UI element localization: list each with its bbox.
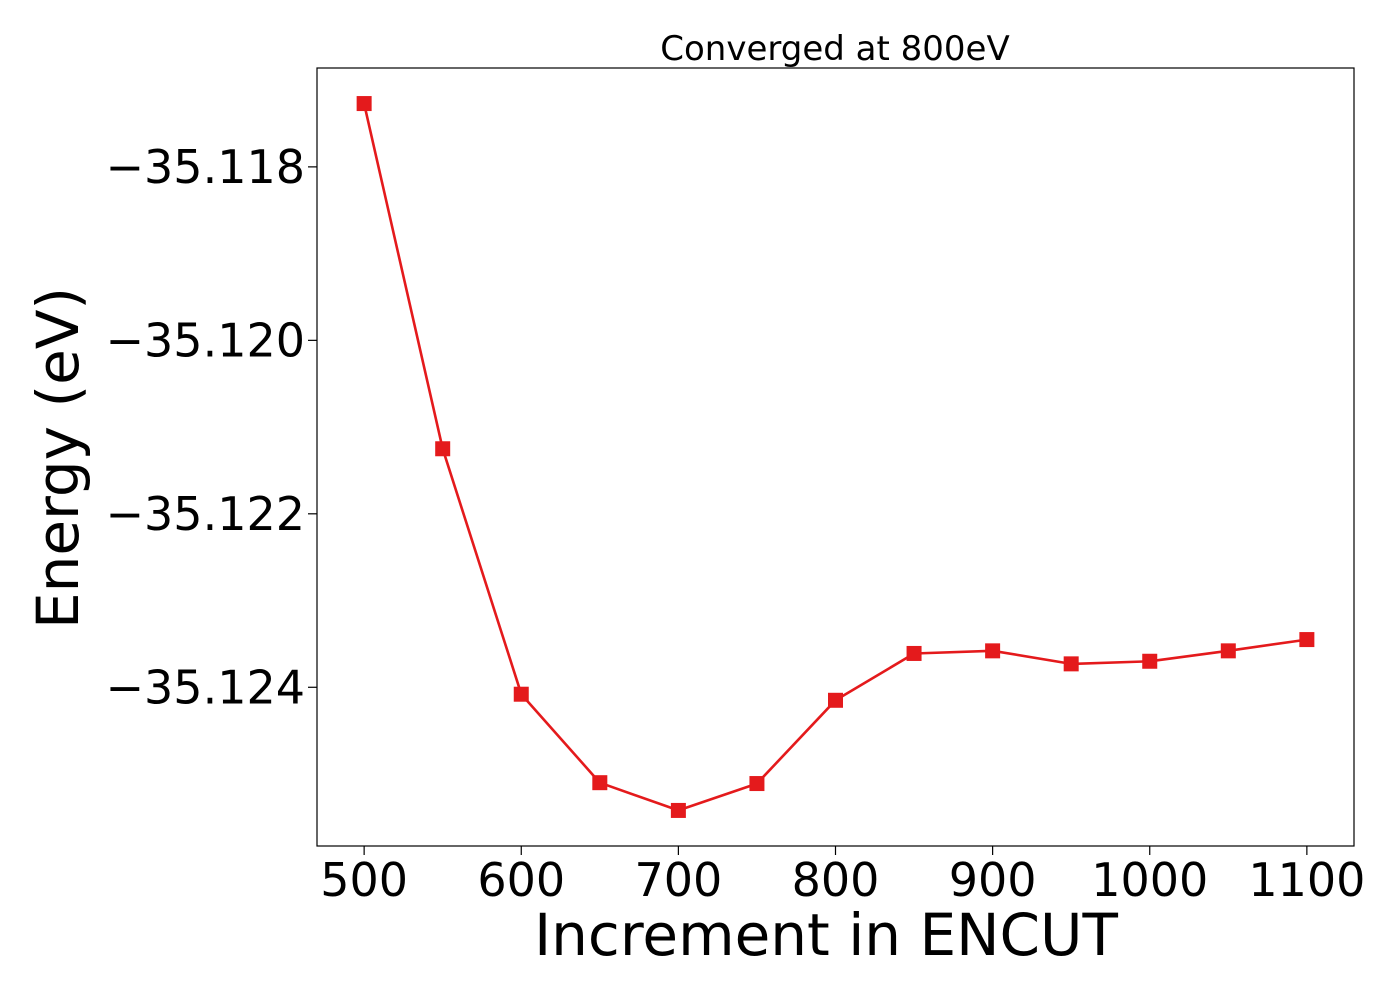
y-tick-label: −35.118 — [106, 140, 306, 194]
x-tick-label: 700 — [634, 853, 722, 907]
x-tick-label: 1000 — [1091, 853, 1208, 907]
x-tick-label: 1100 — [1248, 853, 1365, 907]
data-point-marker — [435, 441, 451, 457]
plot-frame — [316, 67, 1355, 847]
data-point-marker — [592, 775, 608, 791]
data-point-marker — [1142, 653, 1158, 669]
plot-area: 500 600 700 800 900 1000 1100 −35.118 −35.120 −35… — [106, 67, 1365, 907]
data-point-marker — [1299, 632, 1315, 648]
data-point-marker — [670, 802, 686, 818]
data-point-marker — [1063, 656, 1079, 672]
data-point-marker — [828, 692, 843, 708]
x-tick-label: 600 — [477, 853, 565, 907]
data-point-marker — [985, 643, 1001, 659]
chart-title: Converged at 800eV — [660, 29, 1009, 69]
data-point-marker — [1220, 643, 1236, 659]
data-point-marker — [513, 686, 529, 702]
y-tick-label: −35.124 — [106, 660, 306, 714]
data-point-marker — [356, 96, 372, 112]
y-tick-label: −35.122 — [106, 487, 306, 541]
x-tick-label: 900 — [949, 853, 1037, 907]
data-point-marker — [749, 776, 765, 792]
data-point-marker — [906, 645, 922, 661]
y-tick-label: −35.120 — [106, 313, 306, 367]
x-tick-label: 800 — [792, 853, 880, 907]
x-axis-label: Increment in ENCUT — [534, 901, 1118, 969]
x-tick-label: 500 — [320, 853, 408, 907]
y-axis-label: Energy (eV) — [24, 287, 92, 629]
